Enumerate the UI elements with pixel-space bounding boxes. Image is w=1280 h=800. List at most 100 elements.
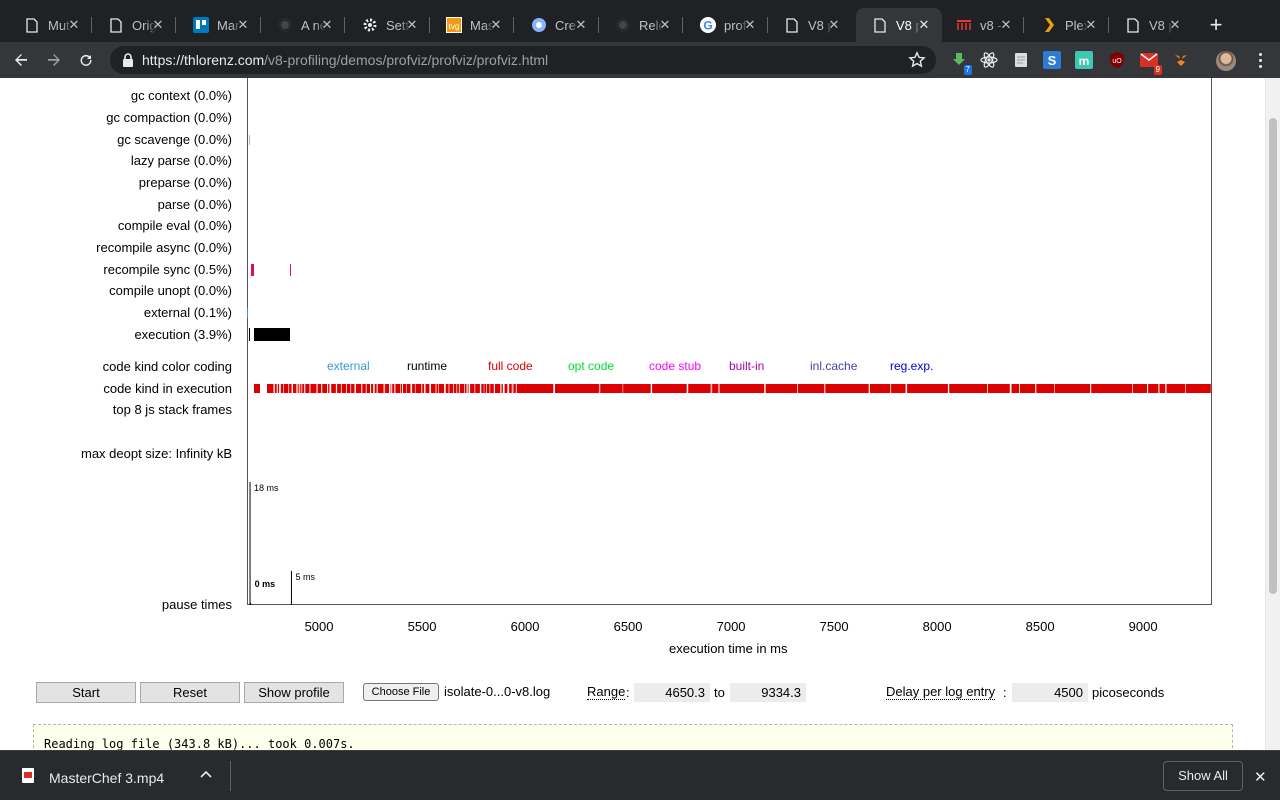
browser-tab[interactable]: Orig ✕ (92, 8, 176, 42)
execution-gap (718, 384, 720, 393)
tab-title: Mar (217, 17, 240, 33)
delay-input[interactable]: 4500 (1012, 683, 1088, 702)
plot-frame (247, 78, 1212, 605)
google-icon: G (700, 17, 716, 33)
execution-gap (435, 384, 437, 393)
tab-close-icon[interactable]: ✕ (406, 17, 418, 32)
tab-title: Plex (1065, 17, 1089, 33)
tab-close-icon[interactable]: ✕ (152, 17, 164, 32)
close-download-bar-icon[interactable]: ✕ (1254, 769, 1267, 786)
browser-tab[interactable]: v8 - ✕ (940, 8, 1024, 42)
bookmark-star-icon[interactable] (908, 51, 926, 69)
browser-tab[interactable]: A ne ✕ (261, 8, 345, 42)
profile-avatar[interactable] (1216, 51, 1236, 71)
doc-icon (108, 17, 124, 33)
tab-title: Sett (386, 17, 410, 33)
execution-gap (479, 384, 482, 393)
s-extension-icon[interactable]: S (1043, 51, 1061, 69)
reload-button[interactable] (74, 48, 98, 72)
execution-gap (448, 384, 450, 393)
tab-close-icon[interactable]: ✕ (918, 17, 930, 32)
log-output: Reading log file (343.8 kB)... took 0.00… (33, 724, 1233, 750)
browser-tab[interactable]: Rele ✕ (599, 8, 683, 42)
tab-close-icon[interactable]: ✕ (1085, 17, 1097, 32)
execution-gap (502, 384, 505, 393)
browser-tab[interactable]: V8 p ✕ (1109, 8, 1193, 42)
browser-menu-icon[interactable] (1250, 50, 1270, 70)
range-from-input[interactable]: 4650.3 (634, 683, 710, 702)
execution-gap (414, 384, 416, 393)
tab-close-icon[interactable]: ✕ (68, 17, 80, 32)
tab-close-icon[interactable]: ✕ (1000, 17, 1012, 32)
pause-times-chart: 18 ms 0 ms 5 ms (249, 482, 315, 605)
show-profile-button[interactable]: Show profile (244, 682, 344, 703)
browser-tab[interactable]: V8 p ✕ (856, 8, 942, 42)
row-label-gc-scavenge: gc scavenge (0.0%) (117, 132, 232, 147)
x-tick-label: 7000 (716, 619, 746, 634)
range-to-input[interactable]: 9334.3 (730, 683, 806, 702)
svg-text:G: G (703, 19, 712, 33)
forward-button[interactable] (42, 48, 66, 72)
tab-close-icon[interactable]: ✕ (1169, 17, 1181, 32)
tab-separator (429, 17, 430, 33)
execution-gap (466, 384, 468, 393)
choose-file-button[interactable]: Choose File (363, 683, 439, 701)
tab-close-icon[interactable]: ✕ (659, 17, 671, 32)
gmail-icon[interactable]: 9 (1140, 51, 1162, 75)
browser-tab[interactable]: Mar ✕ (177, 8, 261, 42)
m-extension-icon[interactable]: m (1075, 51, 1093, 69)
download-extension-icon[interactable]: 7 (950, 51, 972, 75)
execution-gap (1009, 384, 1012, 393)
tab-close-icon[interactable]: ✕ (237, 17, 249, 32)
x-tick-label: 6500 (613, 619, 643, 634)
chevron-up-icon[interactable] (200, 767, 212, 781)
execution-gap (354, 384, 356, 393)
bars-icon (956, 17, 972, 33)
browser-tab[interactable]: Sett ✕ (346, 8, 430, 42)
reset-button[interactable]: Reset (140, 682, 240, 703)
browser-tab[interactable]: Mut ✕ (8, 8, 92, 42)
address-bar[interactable]: https://thlorenz.com/v8-profiling/demos/… (110, 46, 936, 74)
execution-gap (309, 384, 311, 393)
download-file-name[interactable]: MasterChef 3.mp4 (49, 770, 165, 786)
execution-gap (402, 384, 403, 393)
execution-gap (453, 384, 454, 393)
execution-gap (429, 384, 431, 393)
document-extension-icon[interactable] (1012, 51, 1030, 69)
scrollbar-thumb[interactable] (1269, 118, 1277, 594)
new-tab-button[interactable]: + (1209, 12, 1223, 37)
browser-tab[interactable]: V8 p ✕ (768, 8, 852, 42)
tab-title: V8 p (1149, 17, 1173, 33)
row-label-gc-compaction: gc compaction (0.0%) (106, 110, 232, 125)
execution-gap (474, 384, 476, 393)
show-all-downloads-button[interactable]: Show All (1163, 761, 1243, 791)
tab-close-icon[interactable]: ✕ (744, 17, 756, 32)
trello-icon (193, 17, 209, 33)
tab-close-icon[interactable]: ✕ (321, 17, 333, 32)
execution-gap (987, 384, 988, 393)
delay-colon: : (1003, 685, 1007, 700)
tab-close-icon[interactable]: ✕ (828, 17, 840, 32)
tab-close-icon[interactable]: ✕ (490, 17, 502, 32)
back-button[interactable] (9, 48, 33, 72)
browser-toolbar: https://thlorenz.com/v8-profiling/demos/… (0, 42, 1280, 78)
execution-gap (361, 384, 363, 393)
metamask-icon[interactable] (1172, 51, 1190, 69)
browser-tab[interactable]: Plex ✕ (1025, 8, 1109, 42)
page-scrollbar[interactable] (1265, 78, 1280, 750)
start-button[interactable]: Start (36, 682, 136, 703)
row-label-max-deopt-size: max deopt size: Infinity kB (80, 446, 232, 461)
execution-gap (1054, 384, 1055, 393)
browser-tab[interactable]: tvg Mas ✕ (430, 8, 514, 42)
x-tick-label: 8500 (1025, 619, 1055, 634)
ublock-icon[interactable]: uO (1108, 51, 1126, 69)
execution-gap (650, 384, 653, 393)
row-label-pause-times: pause times (161, 597, 232, 612)
tab-title: Rele (639, 17, 663, 33)
execution-gap (296, 384, 298, 393)
react-devtools-icon[interactable] (980, 51, 998, 69)
execution-gap (340, 384, 342, 393)
browser-tab[interactable]: Cre ✕ (515, 8, 599, 42)
tab-close-icon[interactable]: ✕ (575, 17, 587, 32)
